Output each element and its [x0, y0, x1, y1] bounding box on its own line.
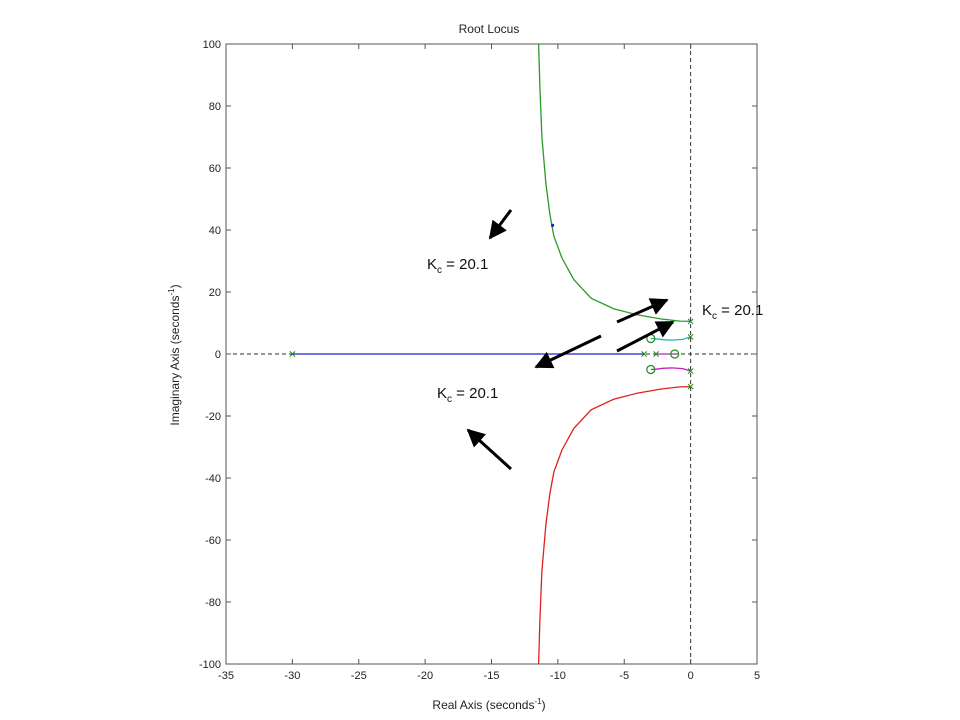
y-tick-label: 80	[209, 101, 221, 113]
pole-marker	[687, 383, 694, 390]
y-tick-label: 40	[209, 225, 221, 237]
annotation-kc-right: Kc = 20.1	[702, 302, 764, 322]
y-tick-label: 0	[215, 349, 221, 361]
locus-branch-1	[537, 43, 691, 323]
y-tick-label: 60	[209, 163, 221, 175]
arrow-left	[534, 334, 602, 369]
pole-stroke	[687, 318, 694, 325]
annotation-arrows	[466, 209, 675, 471]
y-tick-label: -60	[205, 535, 221, 547]
arrow-up-left-2	[466, 428, 513, 471]
pole-marker	[289, 351, 296, 357]
x-tick-label: -5	[619, 670, 629, 682]
zero-marker	[646, 364, 656, 375]
y-tick-label: 20	[209, 287, 221, 299]
y-axis-ticks: -100 -80 -60 -40 -20 0 20 40 60 80 100	[199, 39, 757, 671]
pole-marker	[687, 368, 694, 375]
x-axis-label: Real Axis (seconds-1)	[432, 697, 545, 712]
pole-stroke	[653, 351, 660, 357]
locus-branches	[292, 43, 691, 665]
x-tick-label: -25	[351, 670, 367, 682]
x-tick-label: -35	[218, 670, 234, 682]
pole-zero-markers	[289, 223, 694, 390]
annotation-kc-upper-left: Kc = 20.1	[427, 256, 489, 276]
pole-stroke	[641, 351, 648, 357]
arrow-right-lower	[616, 320, 675, 353]
annotation-kc-lower-left: Kc = 20.1	[437, 385, 499, 405]
x-tick-label: -15	[484, 670, 500, 682]
y-tick-label: -80	[205, 597, 221, 609]
pole-stroke	[687, 383, 694, 390]
x-tick-label: 5	[754, 670, 760, 682]
pole-marker	[687, 333, 694, 340]
pole-marker	[653, 351, 660, 357]
zero-marker	[670, 349, 680, 359]
y-tick-label: -40	[205, 473, 221, 485]
pole-stroke	[289, 351, 296, 357]
y-axis-label: Imaginary Axis (seconds-1)	[167, 284, 182, 425]
arrow-up-left-1	[488, 209, 513, 240]
pole-stroke	[687, 368, 694, 375]
pole-stroke	[687, 333, 694, 340]
chart-title: Root Locus	[459, 22, 520, 36]
locus-branch-2	[537, 385, 691, 665]
y-tick-label: 100	[203, 39, 221, 51]
x-tick-label: 0	[688, 670, 694, 682]
gain-point-marker	[550, 223, 555, 227]
x-axis-ticks: -35 -30 -25 -20 -15 -10 -5 0 5	[218, 44, 760, 682]
pole-marker	[687, 318, 694, 325]
pole-marker	[641, 351, 648, 357]
x-tick-label: -10	[550, 670, 566, 682]
x-tick-label: -30	[284, 670, 300, 682]
y-tick-label: -20	[205, 411, 221, 423]
arrow-right-upper	[616, 298, 669, 324]
y-tick-label: -100	[199, 659, 221, 671]
x-tick-label: -20	[417, 670, 433, 682]
